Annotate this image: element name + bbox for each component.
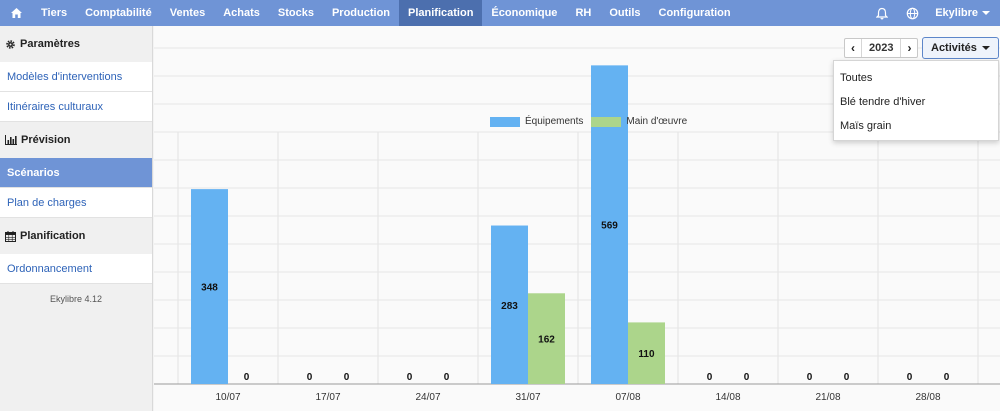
chevron-right-icon[interactable]: › — [907, 41, 912, 55]
sidebar-item-ordonnancement[interactable]: Ordonnancement — [0, 254, 152, 284]
sidebar-item-plan-de-charges[interactable]: Plan de charges — [0, 188, 152, 218]
x-tick-label: 28/08 — [915, 392, 940, 403]
x-tick-label: 07/08 — [615, 392, 640, 403]
x-tick-label: 24/07 — [415, 392, 440, 403]
home-icon[interactable] — [0, 0, 32, 26]
activity-option-mais-grain[interactable]: Maïs grain — [840, 120, 892, 132]
bar-value-label: 0 — [844, 372, 850, 383]
calendar-icon — [5, 230, 16, 242]
sidebar-item-modeles-interventions[interactable]: Modèles d'interventions — [0, 62, 152, 92]
bar-value-label: 0 — [807, 372, 813, 383]
nav-item[interactable]: Achats — [223, 7, 260, 19]
main-content: 348 0 10/07 0 0 17/07 0 0 24/07 283 162 31/07 569 110… — [154, 26, 1000, 411]
nav-right: Ekylibre — [867, 0, 1000, 26]
nav-menu: Tiers Comptabilité Ventes Achats Stocks Produ… — [32, 0, 740, 26]
bar-value-label: 0 — [244, 372, 250, 383]
activities-dropdown-menu: Toutes Blé tendre d'hiver Maïs grain — [833, 60, 999, 141]
bar-value-label: 0 — [707, 372, 713, 383]
chart-bar[interactable] — [491, 225, 528, 384]
year-value: 2023 — [861, 39, 902, 57]
bar-value-label: 0 — [344, 372, 350, 383]
sidebar-section-title: Planification — [20, 230, 86, 242]
activity-option-ble-tendre[interactable]: Blé tendre d'hiver — [840, 96, 926, 108]
x-tick-label: 21/08 — [815, 392, 840, 403]
chevron-left-icon[interactable]: ‹ — [851, 41, 855, 55]
user-menu[interactable]: Ekylibre — [927, 7, 1000, 19]
gear-icon — [6, 39, 15, 49]
sidebar-section-prevision: Prévision — [0, 122, 152, 158]
activities-dropdown-button[interactable]: Activités — [922, 37, 999, 59]
chevron-down-icon — [981, 46, 990, 50]
bar-value-label: 348 — [201, 283, 218, 294]
top-navbar: Tiers Comptabilité Ventes Achats Stocks Produ… — [0, 0, 1000, 26]
nav-item[interactable]: Économique — [491, 7, 558, 19]
x-tick-label: 10/07 — [215, 392, 240, 403]
legend-entry-equipements[interactable]: Équipements — [490, 116, 583, 127]
nav-item[interactable]: Outils — [609, 7, 641, 19]
bar-value-label: 110 — [638, 349, 655, 360]
bell-icon[interactable] — [867, 7, 897, 20]
bar-value-label: 0 — [744, 372, 750, 383]
bar-value-label: 569 — [601, 221, 618, 232]
bar-chart-icon — [5, 135, 17, 145]
legend-entry-main-oeuvre[interactable]: Main d'œuvre — [591, 116, 687, 127]
chart-bar[interactable] — [191, 189, 228, 384]
nav-item[interactable]: RH — [575, 7, 592, 19]
bar-value-label: 0 — [907, 372, 913, 383]
chevron-down-icon — [982, 11, 990, 15]
bar-value-label: 0 — [944, 372, 950, 383]
user-name: Ekylibre — [935, 7, 978, 19]
sidebar-section-title: Prévision — [21, 134, 71, 146]
nav-item[interactable]: Comptabilité — [85, 7, 152, 19]
sidebar-section-parametres: Paramètres — [0, 26, 152, 62]
x-tick-label: 14/08 — [715, 392, 740, 403]
x-tick-label: 17/07 — [315, 392, 340, 403]
activities-label: Activités — [931, 42, 977, 54]
nav-item[interactable]: Ventes — [169, 7, 206, 19]
x-tick-label: 31/07 — [515, 392, 540, 403]
legend-swatch — [490, 116, 520, 127]
nav-item[interactable]: Stocks — [277, 7, 314, 19]
sidebar-section-title: Paramètres — [20, 38, 80, 50]
nav-item[interactable]: Production — [331, 7, 391, 19]
nav-item[interactable]: Planification — [399, 0, 483, 26]
app-version: Ekylibre 4.12 — [49, 294, 103, 304]
sidebar-item-scenarios[interactable]: Scénarios — [0, 158, 152, 188]
bar-value-label: 162 — [538, 335, 555, 346]
year-selector: ‹ 2023 › — [844, 38, 919, 58]
chart-bar[interactable] — [528, 293, 565, 384]
bar-value-label: 0 — [307, 372, 313, 383]
bar-value-label: 283 — [501, 301, 518, 312]
bar-value-label: 0 — [444, 372, 450, 383]
bar-value-label: 0 — [407, 372, 413, 383]
sidebar-section-planification: Planification — [0, 218, 152, 254]
nav-item[interactable]: Configuration — [658, 7, 731, 19]
activity-option-toutes[interactable]: Toutes — [840, 72, 873, 84]
chart-bar[interactable] — [628, 322, 665, 384]
sidebar: Paramètres Modèles d'interventions Itiné… — [0, 26, 153, 411]
globe-icon[interactable] — [897, 7, 927, 20]
legend-label: Équipements — [525, 116, 584, 127]
legend-swatch — [591, 116, 622, 127]
chart-legend: Équipements Main d'œuvre — [490, 116, 687, 127]
sidebar-item-itineraires-culturaux[interactable]: Itinéraires culturaux — [0, 92, 152, 122]
legend-label: Main d'œuvre — [626, 116, 688, 127]
nav-item[interactable]: Tiers — [41, 7, 68, 19]
